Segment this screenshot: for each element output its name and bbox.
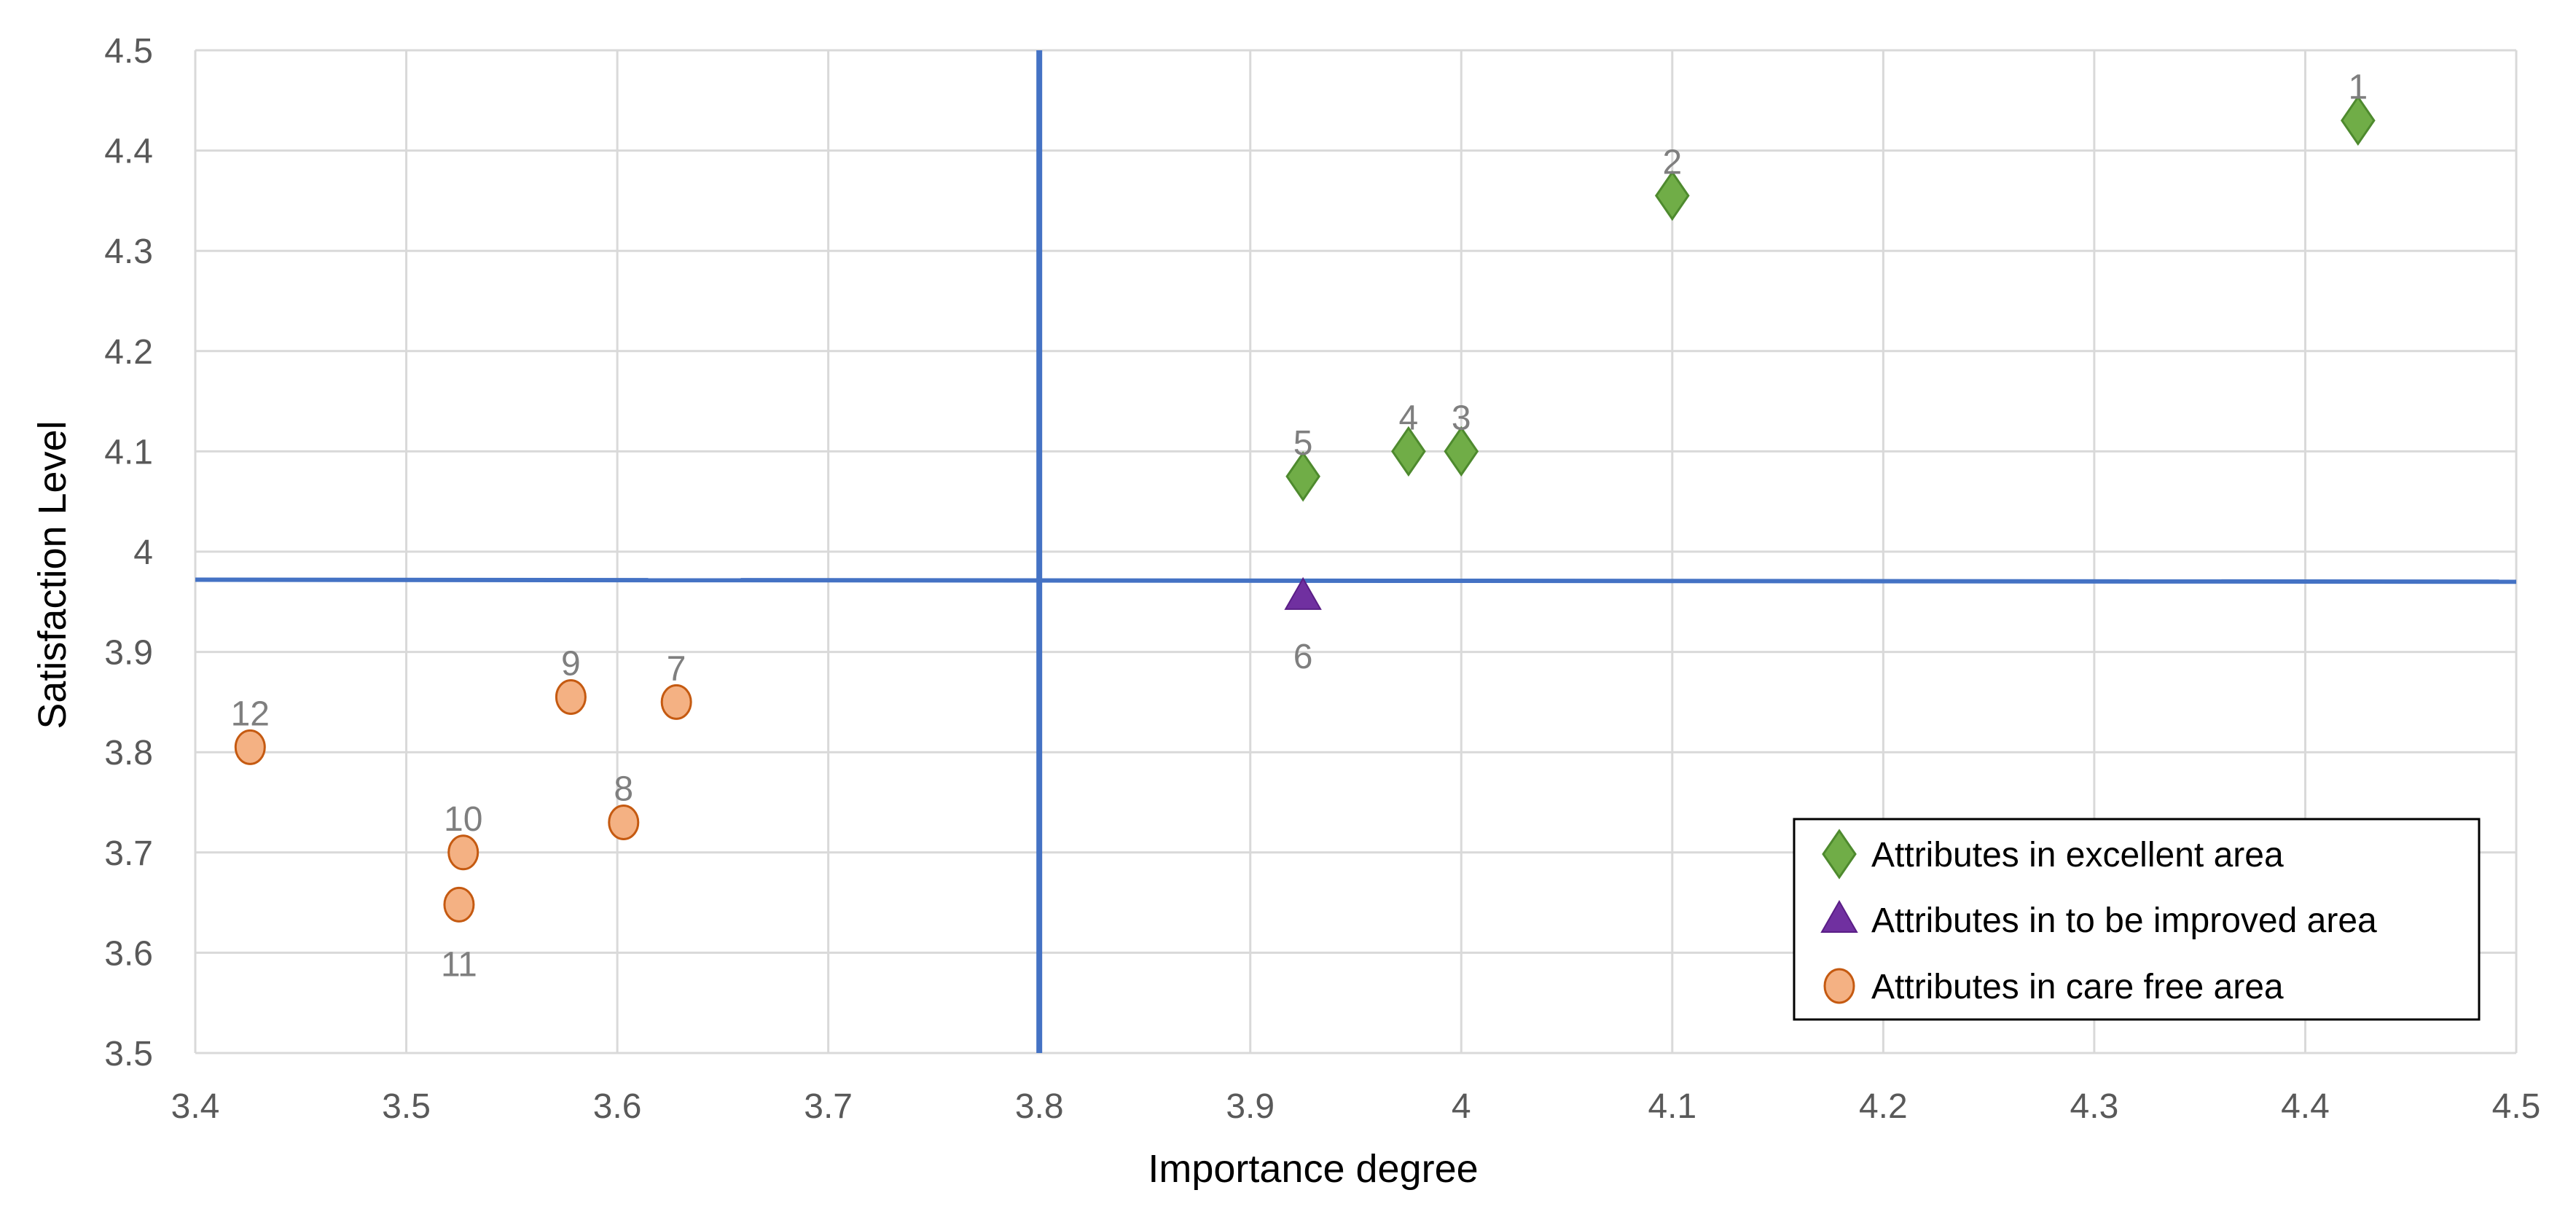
data-point — [2341, 95, 2376, 146]
data-point — [1654, 170, 1690, 222]
y-tick-label: 3.5 — [104, 1035, 153, 1073]
x-tick-label: 4 — [1452, 1087, 1471, 1126]
y-tick-label: 3.8 — [104, 734, 153, 772]
x-tick-label: 3.6 — [593, 1087, 642, 1126]
y-tick-label: 3.7 — [104, 834, 153, 873]
y-tick-label: 3.6 — [104, 934, 153, 973]
data-label: 9 — [561, 645, 581, 684]
legend-marker — [1823, 968, 1855, 1004]
data-label: 3 — [1452, 399, 1471, 437]
data-label: 11 — [441, 945, 477, 984]
y-tick-label: 4.1 — [104, 433, 153, 471]
data-label: 6 — [1293, 638, 1313, 676]
data-label: 7 — [667, 649, 686, 688]
x-tick-label: 4.3 — [2070, 1087, 2119, 1126]
data-point — [608, 805, 640, 841]
x-tick-label: 3.5 — [382, 1087, 431, 1126]
axis-ticks: 3.4 3.5 3.6 3.7 3.8 3.9 4 4.1 4.2 4.3 4.4 4.5 3.5 3.6… — [104, 32, 2540, 1126]
data-label: 12 — [231, 694, 270, 733]
y-axis-title: Satisfaction Level — [31, 420, 74, 729]
data-label: 4 — [1399, 399, 1419, 437]
x-tick-label: 3.7 — [804, 1087, 853, 1126]
y-tick-label: 4.3 — [104, 232, 153, 271]
data-label: 10 — [444, 800, 482, 839]
data-point — [1285, 451, 1320, 502]
legend-box — [1793, 818, 2481, 1021]
horizontal-divider-line — [195, 577, 2517, 584]
legend: Attributes in excellent area Attributes i… — [1793, 818, 2481, 1021]
y-tick-label: 4.5 — [104, 32, 153, 71]
data-point — [1391, 426, 1426, 477]
data-point — [660, 684, 692, 720]
data-point — [443, 886, 475, 923]
legend-marker — [1820, 899, 1858, 933]
data-label: 1 — [2348, 68, 2368, 106]
y-tick-label: 4.4 — [104, 133, 153, 171]
data-label: 8 — [614, 770, 633, 809]
data-point — [555, 679, 587, 716]
y-tick-label: 4.2 — [104, 333, 153, 372]
y-tick-label: 4 — [133, 533, 153, 572]
x-axis-title: Importance degree — [1148, 1147, 1478, 1191]
x-tick-label: 3.4 — [171, 1087, 220, 1126]
x-tick-label: 3.9 — [1226, 1087, 1275, 1126]
x-tick-label: 4.4 — [2281, 1087, 2330, 1126]
data-point — [1444, 426, 1479, 477]
x-tick-label: 3.8 — [1015, 1087, 1064, 1126]
data-points — [234, 95, 2376, 923]
data-label: 2 — [1662, 144, 1682, 182]
quadrant-dividers — [195, 50, 2517, 1053]
x-tick-label: 4.1 — [1648, 1087, 1696, 1126]
legend-label: Attributes in to be improved area — [1871, 901, 2377, 940]
x-tick-label: 4.2 — [1859, 1087, 1908, 1126]
data-point — [234, 729, 266, 765]
data-point — [1284, 576, 1322, 610]
y-tick-label: 3.9 — [104, 634, 153, 673]
legend-marker — [1822, 829, 1857, 880]
data-label: 5 — [1293, 424, 1313, 463]
legend-label: Attributes in excellent area — [1871, 836, 2284, 874]
legend-label: Attributes in care free area — [1871, 968, 2284, 1006]
x-tick-label: 4.5 — [2492, 1087, 2541, 1126]
data-point — [447, 834, 479, 871]
